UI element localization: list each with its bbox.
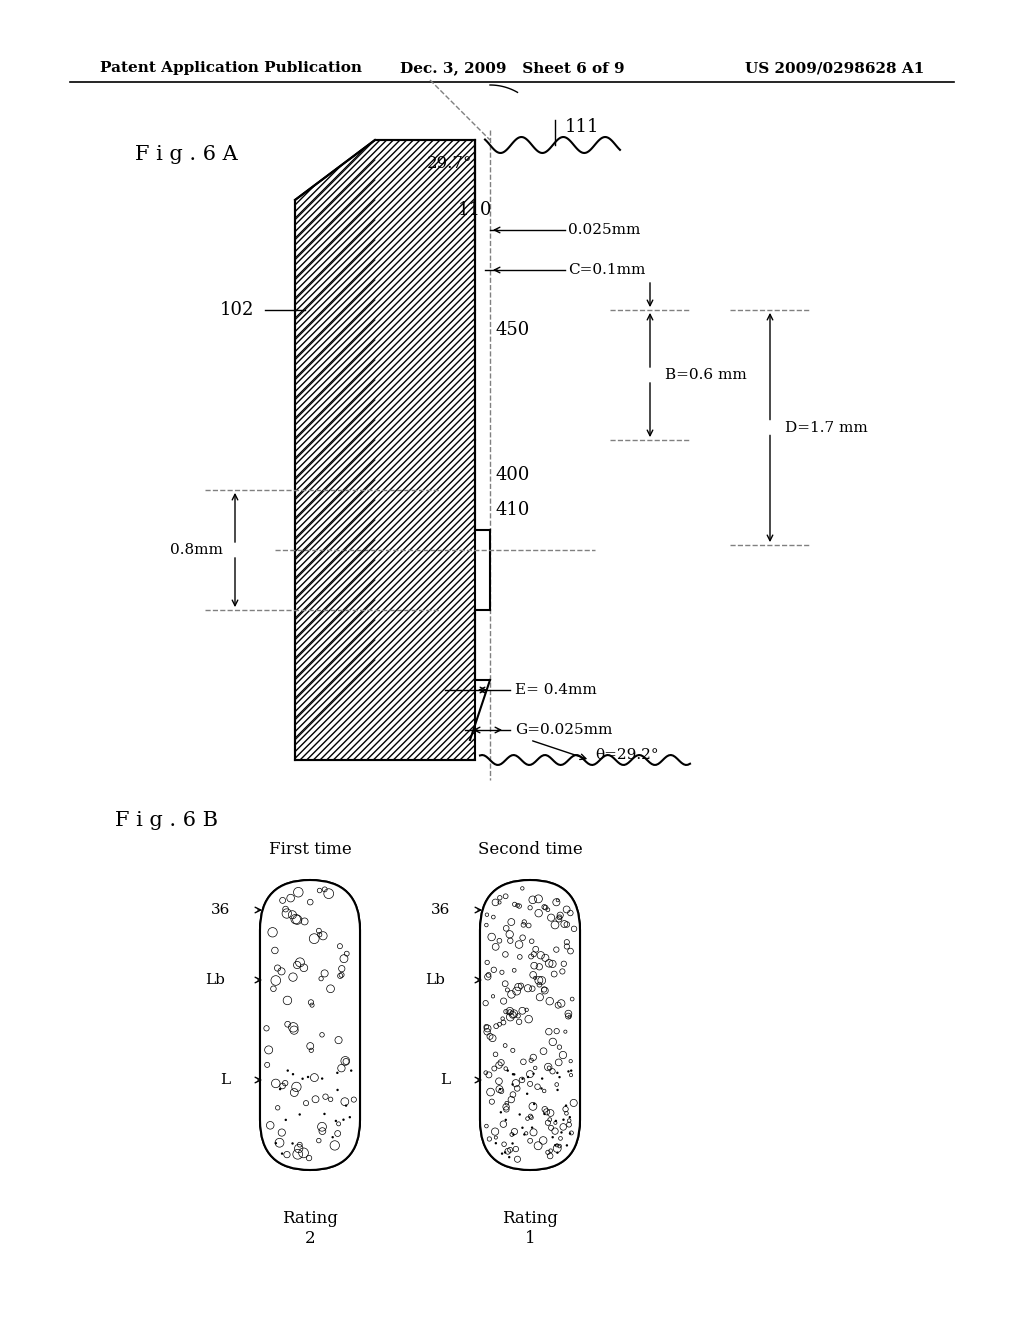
Circle shape — [521, 1077, 524, 1080]
Circle shape — [285, 1118, 287, 1121]
FancyBboxPatch shape — [480, 880, 580, 1170]
Circle shape — [504, 1151, 506, 1154]
Circle shape — [555, 1119, 557, 1122]
Circle shape — [342, 1118, 345, 1121]
Circle shape — [512, 1073, 514, 1076]
Circle shape — [499, 1088, 502, 1090]
Circle shape — [500, 1111, 502, 1114]
Text: 111: 111 — [565, 117, 599, 136]
Circle shape — [336, 1072, 339, 1074]
Text: Lb: Lb — [425, 973, 445, 987]
Circle shape — [508, 1156, 510, 1159]
Circle shape — [521, 1126, 523, 1129]
Circle shape — [292, 1142, 294, 1144]
Circle shape — [556, 1151, 559, 1154]
Circle shape — [332, 1137, 334, 1138]
Circle shape — [518, 1113, 521, 1115]
Text: 110: 110 — [458, 201, 493, 219]
Text: 36: 36 — [211, 903, 230, 917]
Text: 410: 410 — [495, 502, 529, 519]
Polygon shape — [295, 140, 475, 760]
Text: L: L — [440, 1073, 450, 1086]
Text: Patent Application Publication: Patent Application Publication — [100, 61, 362, 75]
Circle shape — [562, 1118, 564, 1121]
Circle shape — [530, 1126, 534, 1129]
Text: B=0.6 mm: B=0.6 mm — [665, 368, 746, 381]
Circle shape — [565, 1144, 568, 1147]
Circle shape — [541, 1077, 544, 1080]
Text: 102: 102 — [220, 301, 254, 319]
Text: L: L — [220, 1073, 230, 1086]
Circle shape — [495, 1142, 497, 1144]
Circle shape — [287, 1069, 289, 1072]
Text: First time: First time — [268, 842, 351, 858]
Circle shape — [507, 1069, 509, 1072]
Circle shape — [512, 1134, 515, 1137]
Text: G=0.025mm: G=0.025mm — [515, 723, 612, 737]
Text: US 2009/0298628 A1: US 2009/0298628 A1 — [744, 61, 924, 75]
Circle shape — [321, 1077, 324, 1080]
Circle shape — [565, 1105, 567, 1106]
Circle shape — [336, 1089, 339, 1092]
Text: 36: 36 — [431, 903, 450, 917]
Circle shape — [307, 1076, 309, 1078]
Circle shape — [526, 1076, 529, 1078]
Circle shape — [570, 1069, 572, 1072]
Text: 0.025mm: 0.025mm — [568, 223, 640, 238]
Circle shape — [324, 1113, 326, 1115]
Circle shape — [505, 1118, 507, 1121]
Circle shape — [292, 1073, 294, 1076]
Circle shape — [532, 1102, 536, 1105]
Circle shape — [532, 1073, 535, 1074]
Circle shape — [511, 1084, 514, 1085]
Text: Second time: Second time — [477, 842, 583, 858]
Text: C=0.1mm: C=0.1mm — [568, 263, 645, 277]
Circle shape — [556, 1089, 559, 1092]
Circle shape — [501, 1152, 503, 1155]
Text: 400: 400 — [495, 466, 529, 484]
Circle shape — [513, 1073, 515, 1076]
Circle shape — [544, 1113, 546, 1115]
Circle shape — [560, 1131, 562, 1134]
Circle shape — [558, 1076, 561, 1078]
Text: D=1.7 mm: D=1.7 mm — [785, 421, 867, 434]
Text: Rating
2: Rating 2 — [282, 1210, 338, 1246]
Circle shape — [526, 1093, 528, 1096]
Circle shape — [348, 1115, 351, 1118]
Text: F i g . 6 A: F i g . 6 A — [135, 145, 238, 165]
Circle shape — [345, 1105, 347, 1106]
Text: Lb: Lb — [205, 973, 225, 987]
Circle shape — [541, 1088, 543, 1090]
Circle shape — [567, 1071, 569, 1073]
Circle shape — [511, 1142, 514, 1144]
Circle shape — [279, 1088, 282, 1090]
Text: 29.7°: 29.7° — [427, 154, 473, 172]
Circle shape — [568, 1115, 571, 1118]
Circle shape — [556, 1072, 558, 1074]
Circle shape — [554, 1144, 556, 1146]
Text: E= 0.4mm: E= 0.4mm — [515, 682, 597, 697]
Circle shape — [281, 1152, 284, 1155]
FancyBboxPatch shape — [260, 880, 360, 1170]
Text: Dec. 3, 2009   Sheet 6 of 9: Dec. 3, 2009 Sheet 6 of 9 — [399, 61, 625, 75]
Circle shape — [335, 1119, 337, 1122]
Text: 450: 450 — [495, 321, 529, 339]
Text: 0.8mm: 0.8mm — [170, 543, 223, 557]
Circle shape — [301, 1077, 304, 1080]
Circle shape — [350, 1069, 352, 1072]
Circle shape — [523, 1134, 525, 1135]
Circle shape — [568, 1133, 571, 1135]
Circle shape — [274, 1142, 278, 1144]
Circle shape — [552, 1137, 554, 1138]
Text: F i g . 6 B: F i g . 6 B — [115, 810, 218, 829]
Circle shape — [299, 1113, 301, 1115]
Text: θ=29.2°: θ=29.2° — [595, 748, 658, 762]
Text: Rating
1: Rating 1 — [502, 1210, 558, 1246]
